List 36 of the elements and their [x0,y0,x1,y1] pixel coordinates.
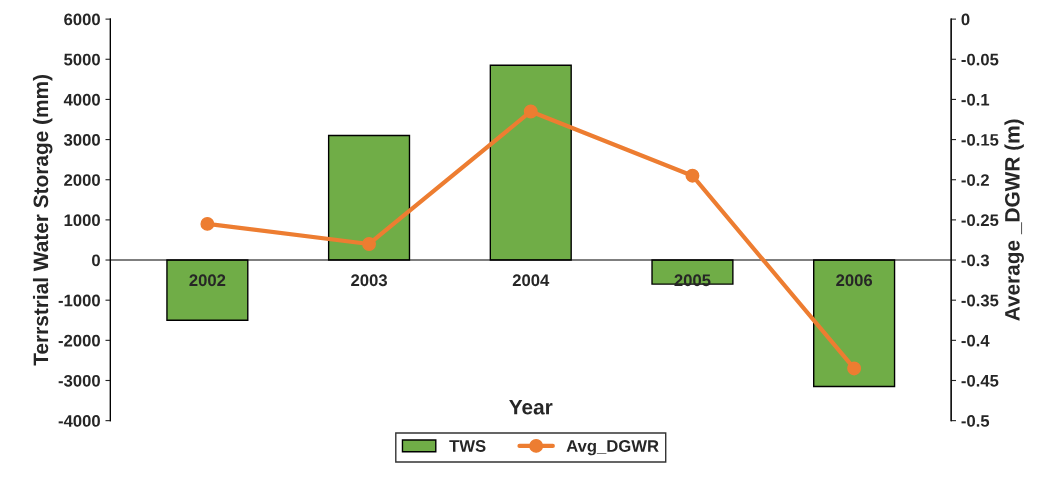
y-tick-label: -2000 [58,334,100,347]
y2-tick-label: -0.15 [961,133,999,146]
y2-tick-label: -0.45 [961,374,999,387]
point [523,104,538,119]
y-axis-title: Terrstrial Water Storage (mm) [32,75,53,366]
y2-tick-label: -0.05 [961,53,999,66]
y2-tick-label: -0.2 [961,174,989,186]
point [200,216,215,231]
y2-tick-label: -0.35 [961,294,999,307]
legend-label: TWS [449,440,486,452]
y2-tick-label: -0.1 [961,93,990,106]
y-tick-label: -3000 [58,374,100,387]
x-tick-label: 2004 [512,274,550,287]
point [362,237,377,251]
y2-axis-title: Average _DGWR (m) [1004,119,1024,321]
y-tick-label: 5000 [64,53,100,66]
x-tick-label: 2002 [189,274,226,287]
point [685,168,700,183]
y-tick-label: 0 [92,254,100,267]
y-tick-label: 3000 [63,133,100,146]
y-tick-label: 2000 [64,174,100,186]
x-tick-label: 2003 [351,274,387,287]
y2-tick-label: -0.4 [961,334,990,347]
y2-tick-label: -0.25 [961,214,999,227]
y2-tick-label: -0.5 [961,415,990,427]
y-tick-label: -1000 [58,294,100,307]
y2-tick-label: 0 [961,13,970,26]
point [847,361,862,376]
y-tick-label: 4000 [63,93,100,106]
x-axis-title: Year [509,399,553,415]
x-tick-label: 2006 [836,274,873,287]
y2-tick-label: -0.3 [961,254,989,267]
y-tick-label: -4000 [58,415,100,427]
y-tick-label: 1000 [64,214,100,227]
y-tick-label: 6000 [64,13,100,26]
legend-label: Avg_DGWR [566,440,659,456]
